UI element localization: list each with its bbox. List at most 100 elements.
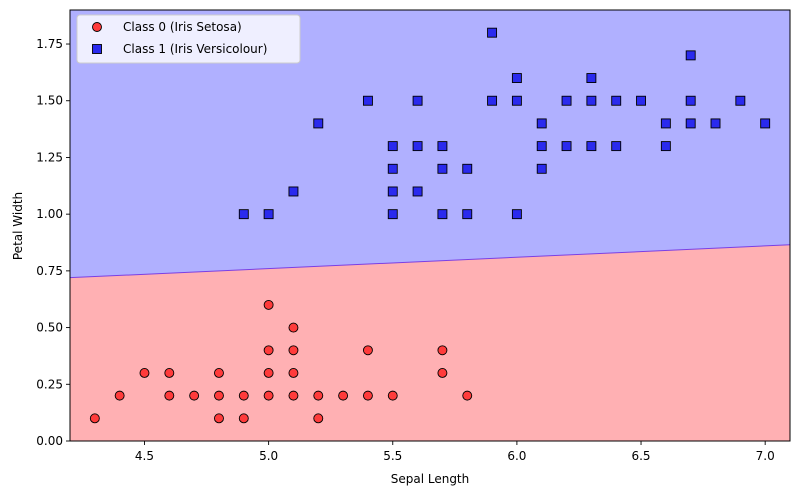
data-point-class-0 — [214, 367, 224, 378]
data-point-class-0 — [288, 322, 299, 333]
y-tick-label: 1.00 — [36, 207, 63, 221]
data-point-class-0 — [189, 390, 200, 401]
y-tick-label: 0.75 — [36, 264, 63, 278]
data-point-class-0 — [387, 390, 398, 401]
series-1 — [238, 27, 771, 220]
data-point-class-1 — [437, 163, 448, 174]
data-point-class-1 — [511, 95, 522, 106]
data-point-class-1 — [263, 209, 274, 220]
data-point-class-0 — [164, 390, 175, 401]
series-0 — [89, 299, 473, 424]
y-tick-label: 1.25 — [36, 150, 63, 164]
data-point-class-0 — [288, 367, 299, 378]
data-point-class-0 — [238, 390, 249, 401]
data-point-class-1 — [387, 163, 398, 174]
data-point-class-0 — [263, 367, 274, 378]
data-point-class-0 — [313, 413, 324, 424]
y-axis-label: Petal Width — [11, 192, 25, 260]
data-point-class-1 — [288, 186, 299, 197]
data-point-class-0 — [338, 390, 349, 401]
x-tick-label: 6.0 — [507, 449, 526, 463]
data-point-class-1 — [561, 95, 572, 106]
data-point-class-0 — [114, 390, 125, 401]
data-points — [89, 27, 771, 424]
data-point-class-0 — [288, 390, 299, 401]
y-tick-label: 0.25 — [36, 377, 63, 391]
data-point-class-1 — [462, 163, 473, 174]
data-point-class-0 — [139, 367, 150, 378]
x-tick-label: 5.5 — [383, 449, 402, 463]
data-point-class-1 — [685, 95, 696, 106]
legend-marker-class-0 — [92, 22, 102, 32]
data-point-class-1 — [611, 141, 622, 152]
data-point-class-1 — [238, 209, 249, 220]
data-point-class-1 — [462, 209, 473, 220]
data-point-class-1 — [760, 118, 771, 129]
data-point-class-1 — [412, 186, 423, 197]
data-point-class-1 — [511, 73, 522, 84]
y-tick-label: 0.50 — [36, 321, 63, 335]
data-point-class-0 — [288, 345, 299, 356]
data-point-class-0 — [164, 367, 175, 378]
data-point-class-1 — [387, 186, 398, 197]
y-tick-label: 1.75 — [36, 37, 63, 51]
legend-box — [76, 14, 301, 64]
data-point-class-1 — [685, 50, 696, 61]
data-point-class-0 — [263, 345, 274, 356]
data-point-class-1 — [412, 95, 423, 106]
legend: Class 0 (Iris Setosa) Class 1 (Iris Vers… — [76, 14, 301, 64]
data-point-class-1 — [636, 95, 646, 106]
plot-frame — [69, 9, 791, 442]
data-point-class-0 — [214, 390, 224, 401]
data-point-class-1 — [487, 95, 498, 106]
decision-regions — [70, 10, 790, 441]
data-point-class-1 — [536, 163, 547, 174]
data-point-class-1 — [387, 141, 398, 152]
data-point-class-1 — [412, 141, 423, 152]
data-point-class-1 — [660, 118, 671, 129]
data-point-class-0 — [263, 390, 274, 401]
data-point-class-1 — [660, 141, 671, 152]
legend-label-class-0: Class 0 (Iris Setosa) — [123, 20, 242, 34]
data-point-class-1 — [685, 118, 696, 129]
data-point-class-1 — [710, 118, 721, 129]
region-class-0 — [70, 244, 790, 441]
data-point-class-1 — [561, 141, 572, 152]
data-point-class-0 — [362, 345, 373, 356]
data-point-class-1 — [586, 73, 597, 84]
data-point-class-1 — [611, 95, 622, 106]
legend-label-class-1: Class 1 (Iris Versicolour) — [123, 42, 267, 56]
y-tick-label: 0.00 — [36, 434, 63, 448]
data-point-class-0 — [313, 390, 324, 401]
legend-marker-class-1 — [92, 44, 102, 54]
x-tick-label: 5.0 — [259, 449, 278, 463]
data-point-class-1 — [437, 141, 448, 152]
data-point-class-0 — [89, 413, 100, 424]
data-point-class-0 — [263, 299, 274, 310]
data-point-class-1 — [586, 141, 597, 152]
data-point-class-0 — [437, 345, 448, 356]
region-class-1 — [70, 10, 790, 278]
x-axis-ticks: 4.5 5.0 5.5 6.0 6.5 7.0 — [135, 441, 775, 463]
data-point-class-1 — [387, 209, 398, 220]
data-point-class-1 — [313, 118, 324, 129]
y-axis-ticks: 0.00 0.25 0.50 0.75 1.00 1.25 1.50 1.75 — [36, 37, 70, 448]
data-point-class-1 — [362, 95, 373, 106]
data-point-class-0 — [462, 390, 473, 401]
data-point-class-0 — [238, 413, 249, 424]
data-point-class-0 — [437, 367, 448, 378]
data-point-class-1 — [487, 27, 498, 38]
data-point-class-1 — [735, 95, 746, 106]
x-tick-label: 4.5 — [135, 449, 154, 463]
data-point-class-1 — [437, 209, 448, 220]
x-tick-label: 6.5 — [631, 449, 650, 463]
y-tick-label: 1.50 — [36, 94, 63, 108]
data-point-class-0 — [214, 413, 224, 424]
data-point-class-1 — [511, 209, 522, 220]
data-point-class-1 — [536, 141, 547, 152]
data-point-class-0 — [362, 390, 373, 401]
x-tick-label: 7.0 — [756, 449, 775, 463]
x-axis-label: Sepal Length — [391, 472, 470, 486]
